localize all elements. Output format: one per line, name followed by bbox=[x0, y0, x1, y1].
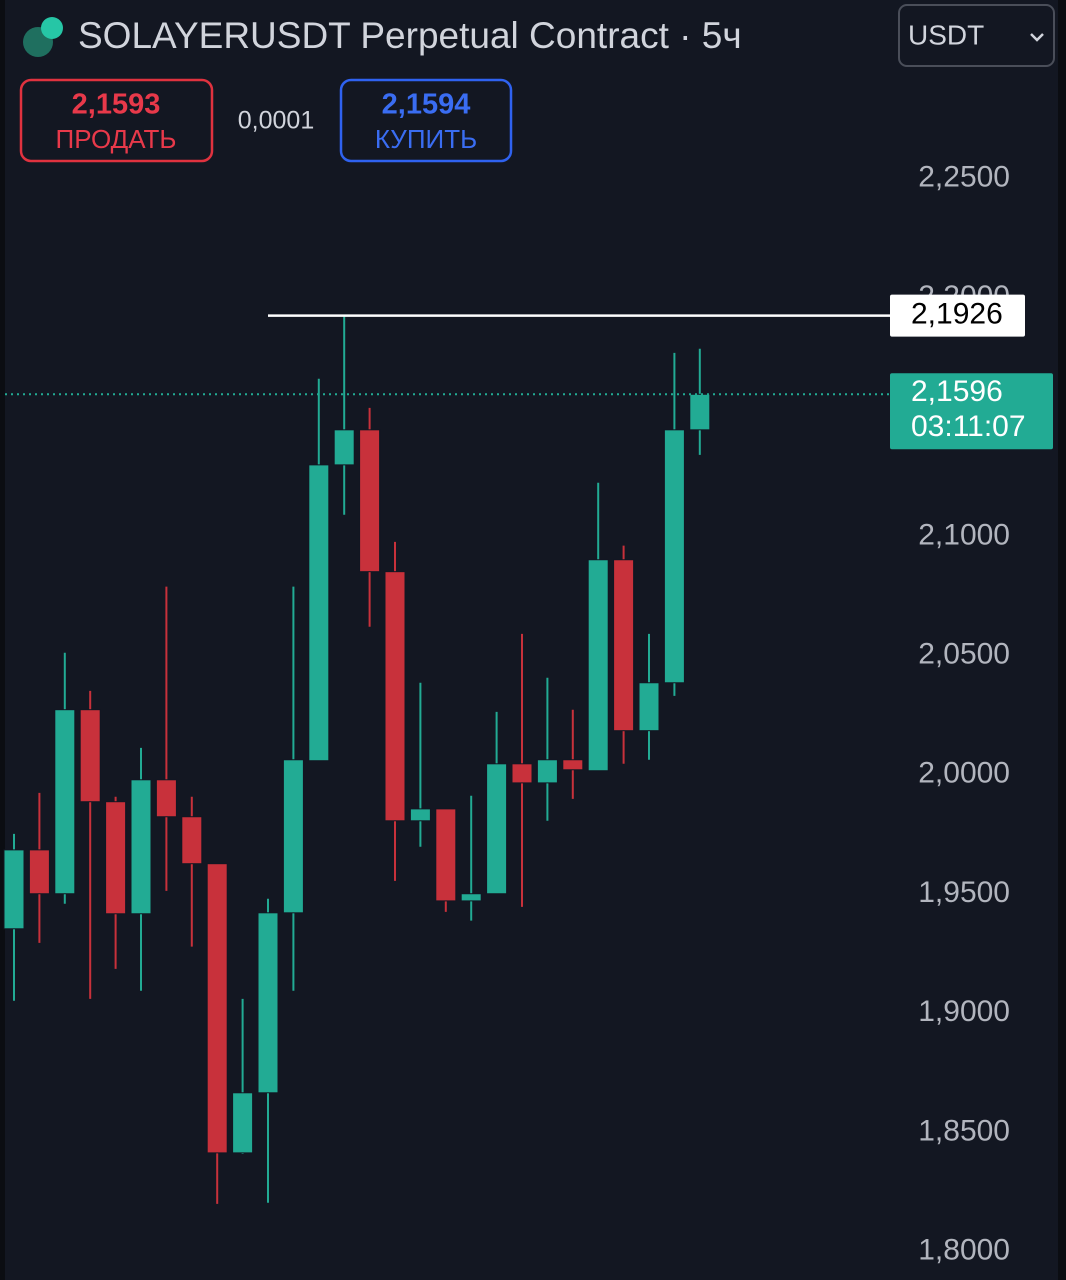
candle-body bbox=[638, 682, 660, 732]
candle-body bbox=[384, 571, 406, 822]
current-price-label: 2,1596 bbox=[911, 375, 1003, 408]
candle-body bbox=[79, 709, 101, 803]
overlay: SOLAYERUSDT Perpetual Contract · 5ч USDT… bbox=[19, 4, 1055, 163]
candle-body bbox=[663, 429, 685, 684]
buy-price: 2,1594 bbox=[382, 89, 471, 121]
candle-body bbox=[359, 429, 381, 573]
current-price-box bbox=[890, 373, 1053, 450]
y-tick-label: 2,1000 bbox=[918, 518, 1010, 551]
candle-body bbox=[130, 779, 152, 915]
chevron bbox=[1030, 33, 1044, 42]
candle-body bbox=[689, 393, 711, 431]
price-line-box bbox=[890, 294, 1025, 337]
candle-body bbox=[613, 559, 635, 732]
candle-body bbox=[536, 759, 558, 784]
candle-body bbox=[587, 559, 609, 772]
candle-body bbox=[3, 849, 25, 930]
candle-body bbox=[308, 464, 330, 762]
candle-body bbox=[155, 779, 177, 818]
candle-body bbox=[435, 808, 457, 902]
candle-body bbox=[409, 808, 431, 822]
sell-price: 2,1593 bbox=[72, 89, 161, 121]
buy-label: КУПИТЬ bbox=[375, 124, 477, 154]
candle-body bbox=[181, 816, 203, 865]
candle-body bbox=[511, 763, 533, 784]
header: SOLAYERUSDT Perpetual Contract · 5ч USDT… bbox=[19, 4, 1055, 163]
buy-button[interactable] bbox=[339, 78, 513, 163]
candle-body bbox=[562, 759, 584, 771]
candle-body bbox=[257, 912, 279, 1094]
candle-body bbox=[282, 759, 304, 914]
currency-label: USDT bbox=[908, 19, 984, 50]
candle-body bbox=[206, 863, 228, 1154]
right-edge bbox=[1058, 0, 1066, 1280]
y-tick-label: 2,2500 bbox=[918, 161, 1010, 194]
price-line-label: 2,1926 bbox=[911, 298, 1003, 331]
spread: 0,0001 bbox=[238, 107, 314, 135]
title: SOLAYERUSDT Perpetual Contract · 5ч bbox=[78, 15, 742, 56]
y-tick-label: 1,9000 bbox=[918, 995, 1010, 1028]
countdown: 03:11:07 bbox=[911, 410, 1026, 443]
candle-body bbox=[28, 849, 50, 895]
sell-button[interactable] bbox=[19, 78, 214, 163]
candle-body bbox=[333, 429, 355, 466]
sell-label: ПРОДАТЬ bbox=[56, 124, 177, 154]
left-edge bbox=[0, 0, 5, 1280]
candle-body bbox=[486, 763, 508, 895]
currency-select[interactable] bbox=[898, 4, 1055, 67]
candle-body bbox=[232, 1092, 254, 1154]
logo-badge bbox=[41, 17, 63, 39]
y-tick-label: 1,8000 bbox=[918, 1233, 1010, 1266]
candle-body bbox=[105, 801, 127, 915]
y-tick-label: 1,9500 bbox=[918, 876, 1010, 909]
y-tick-label: 2,0000 bbox=[918, 757, 1010, 790]
candle-body bbox=[54, 709, 76, 895]
y-tick-label: 2,0500 bbox=[918, 638, 1010, 671]
plot: 1,8000 1,8500 1,9000 1,9500 2,0000 2,0500 2,10… bbox=[3, 161, 1053, 1266]
y-tick-label: 1,8500 bbox=[918, 1114, 1010, 1147]
candle-body bbox=[460, 893, 482, 902]
